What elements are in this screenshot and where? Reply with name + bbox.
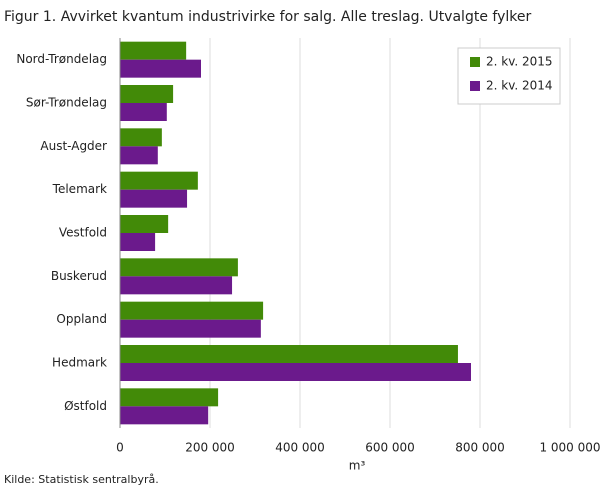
bar [120,189,188,208]
y-tick-label: Østfold [64,399,107,413]
bar [120,146,158,165]
y-tick-label: Aust-Agder [40,139,107,153]
x-axis-label: m³ [349,459,366,473]
x-tick-label: 200 000 [185,441,235,455]
legend-swatch [470,57,480,67]
x-tick-label: 0 [116,441,124,455]
legend-label: 2. kv. 2015 [486,55,553,69]
y-tick-label: Hedmark [52,356,107,370]
bar [120,85,174,103]
source: Kilde: Statistisk sentralbyrå. [4,473,159,486]
y-tick-label: Oppland [56,312,107,326]
bar [120,301,264,320]
y-tick-label: Sør-Trøndelag [26,96,107,110]
bar [120,388,219,407]
bar [120,171,198,190]
x-tick-label: 800 000 [455,441,505,455]
bar [120,215,169,233]
y-tick-label: Vestfold [59,226,107,240]
bar [120,406,209,425]
y-tick-label: Nord-Trøndelag [16,52,107,66]
x-tick-label: 400 000 [275,441,325,455]
bar [120,319,261,338]
x-tick-label: 1 000 000 [539,441,600,455]
bar [120,103,167,121]
bar [120,345,458,363]
legend-label: 2. kv. 2014 [486,79,553,93]
bar [120,233,156,251]
bar [120,276,233,295]
legend-swatch [470,81,480,91]
chart-title: Figur 1. Avvirket kvantum industrivirke … [4,9,531,25]
bar [120,128,162,147]
bar [120,363,471,381]
x-tick-label: 600 000 [365,441,415,455]
bar [120,41,187,60]
legend-box [457,47,561,105]
bar [120,258,238,277]
bar [120,59,201,78]
y-tick-label: Telemark [52,182,107,196]
y-tick-label: Buskerud [51,269,107,283]
